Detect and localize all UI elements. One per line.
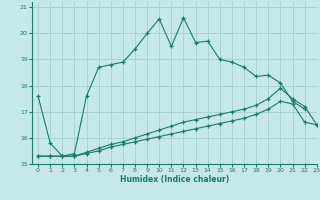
X-axis label: Humidex (Indice chaleur): Humidex (Indice chaleur) — [120, 175, 229, 184]
